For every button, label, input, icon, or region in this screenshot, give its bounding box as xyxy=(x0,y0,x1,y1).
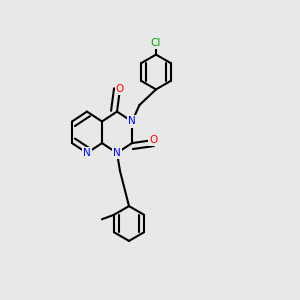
Text: O: O xyxy=(149,135,157,145)
Text: N: N xyxy=(128,116,136,127)
Text: Cl: Cl xyxy=(151,38,161,48)
Text: N: N xyxy=(113,148,121,158)
Text: O: O xyxy=(116,84,124,94)
Text: N: N xyxy=(83,148,91,158)
